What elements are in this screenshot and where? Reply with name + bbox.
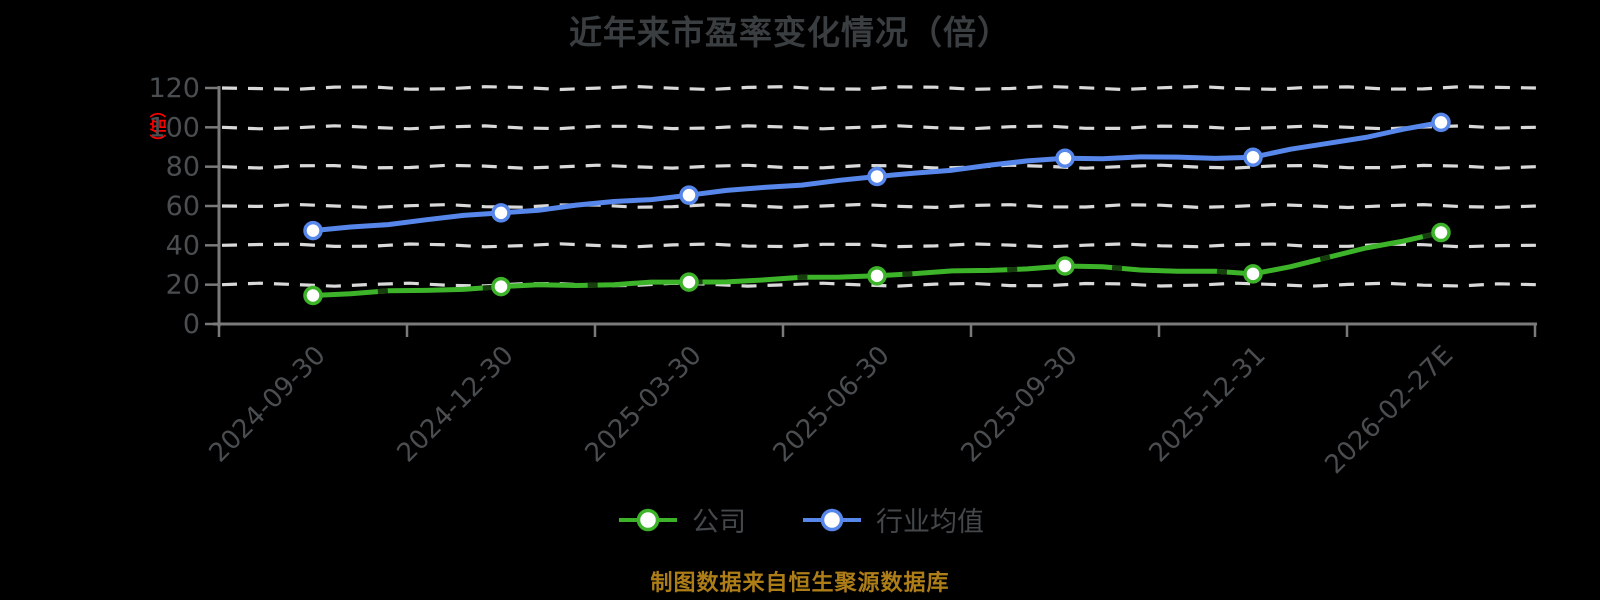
company-line-marker-icon — [619, 508, 677, 531]
industry-line-marker-icon — [803, 508, 861, 531]
legend-item-company: 公司 — [616, 500, 746, 539]
data-point-company-2026-02-27E — [1431, 222, 1451, 243]
legend-label-company: 公司 — [692, 507, 746, 538]
data-point-company-2025-03-30 — [679, 272, 699, 292]
y-tick-label-20: 20 — [166, 270, 200, 301]
y-tick-label-0: 0 — [183, 309, 200, 340]
data-point-industry-average-2026-02-27E — [1431, 112, 1451, 133]
legend: 公司 行业均值 — [0, 500, 1600, 539]
gridline-20 — [221, 281, 1537, 288]
data-point-company-2024-09-30 — [303, 285, 323, 306]
gridline-120 — [221, 84, 1537, 92]
y-tick-label-40: 40 — [166, 230, 200, 261]
gridline-100 — [221, 124, 1537, 131]
legend-label-industry-average: 行业均值 — [876, 507, 984, 538]
data-point-company-2025-09-30 — [1055, 256, 1075, 276]
data-point-company-2025-06-30 — [867, 266, 887, 286]
data-point-industry-average-2024-09-30 — [303, 220, 323, 241]
gridline-40 — [221, 242, 1537, 249]
data-point-company-2024-12-30 — [491, 276, 511, 297]
y-tick-label-60: 60 — [166, 191, 200, 222]
data-point-company-2025-12-31 — [1243, 264, 1263, 284]
y-tick-label-80: 80 — [166, 152, 200, 183]
gridline-60 — [221, 202, 1537, 210]
y-tick-label-100: 100 — [148, 112, 200, 143]
data-point-industry-average-2025-06-30 — [867, 166, 887, 187]
data-point-industry-average-2024-12-30 — [491, 203, 511, 223]
chart-title: 近年来市盈率变化情况（倍） — [569, 13, 1011, 52]
legend-item-industry-average: 行业均值 — [800, 500, 984, 539]
data-source-note: 制图数据来自恒生聚源数据库 — [650, 571, 950, 596]
data-point-industry-average-2025-03-30 — [679, 185, 699, 205]
data-point-industry-average-2025-12-31 — [1243, 147, 1263, 167]
data-point-industry-average-2025-09-30 — [1055, 148, 1075, 168]
gridline-80 — [221, 163, 1537, 170]
y-tick-label-120: 120 — [148, 73, 200, 104]
